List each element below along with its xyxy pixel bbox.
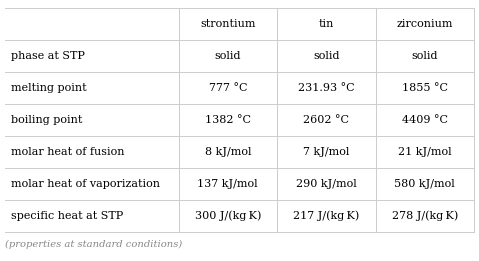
Text: 278 J/(kg K): 278 J/(kg K) [392,211,458,221]
Text: 2602 °C: 2602 °C [303,115,349,125]
Text: tin: tin [319,19,334,29]
Text: 217 J/(kg K): 217 J/(kg K) [293,211,359,221]
Text: melting point: melting point [11,83,87,93]
Text: 1382 °C: 1382 °C [205,115,251,125]
Text: specific heat at STP: specific heat at STP [11,211,123,221]
Text: 1855 °C: 1855 °C [402,83,448,93]
Text: 580 kJ/mol: 580 kJ/mol [394,179,455,189]
Text: strontium: strontium [200,19,255,29]
Text: 8 kJ/mol: 8 kJ/mol [205,147,251,157]
Text: solid: solid [411,51,438,61]
Text: 231.93 °C: 231.93 °C [298,83,354,93]
Text: solid: solid [313,51,340,61]
Text: 137 kJ/mol: 137 kJ/mol [197,179,258,189]
Text: 290 kJ/mol: 290 kJ/mol [296,179,357,189]
Text: molar heat of fusion: molar heat of fusion [11,147,125,157]
Text: 777 °C: 777 °C [208,83,247,93]
Text: molar heat of vaporization: molar heat of vaporization [11,179,160,189]
Text: boiling point: boiling point [11,115,82,125]
Text: solid: solid [215,51,241,61]
Text: 7 kJ/mol: 7 kJ/mol [303,147,350,157]
Text: 300 J/(kg K): 300 J/(kg K) [194,211,261,221]
Text: phase at STP: phase at STP [11,51,85,61]
Text: (properties at standard conditions): (properties at standard conditions) [5,240,182,249]
Text: 21 kJ/mol: 21 kJ/mol [398,147,452,157]
Text: zirconium: zirconium [397,19,453,29]
Text: 4409 °C: 4409 °C [402,115,448,125]
